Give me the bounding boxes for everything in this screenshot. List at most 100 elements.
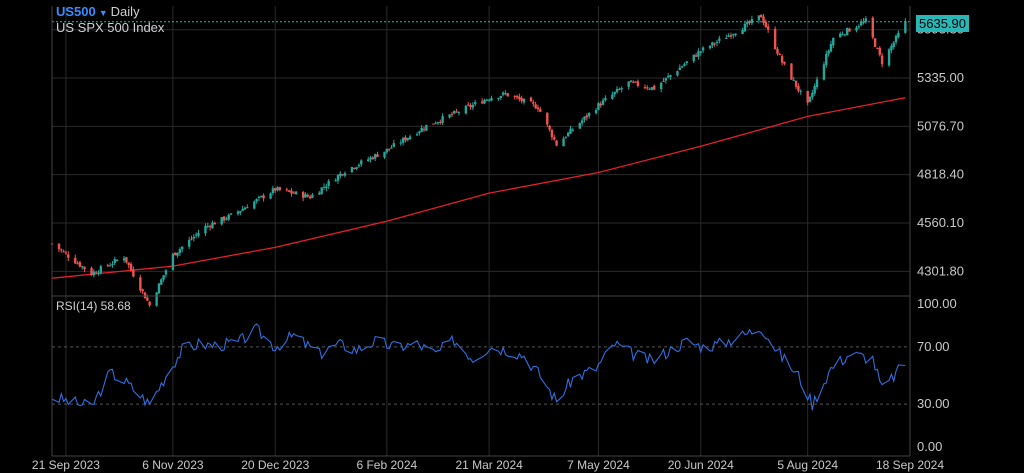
candle-body (108, 265, 112, 267)
candle-body (246, 207, 249, 209)
candle-body (206, 225, 209, 227)
candle-body (662, 80, 665, 82)
candle-body (432, 123, 435, 125)
candle-body (613, 91, 616, 95)
candle-body (643, 87, 647, 89)
symbol-header[interactable]: US500 ▼ Daily (56, 4, 140, 19)
candle-body (339, 173, 342, 177)
candle-body (318, 192, 321, 195)
candle-body (648, 88, 651, 90)
candle-body (157, 283, 161, 294)
candle-body (353, 167, 356, 169)
y-tick-label: 4301.80 (917, 263, 964, 278)
candle-body (692, 54, 695, 62)
candle-body (392, 143, 396, 147)
candle-body (276, 187, 279, 191)
candle-body (343, 173, 347, 176)
candle-body (553, 137, 556, 140)
candle-body (404, 137, 407, 141)
candle-body (439, 121, 442, 123)
candle-body (506, 93, 509, 97)
candle-body (873, 38, 877, 47)
candle-body (290, 190, 293, 194)
candle-body (697, 51, 700, 57)
candle-body (253, 201, 256, 209)
candle-body (222, 216, 226, 221)
candle-body (815, 79, 819, 88)
candle-body (480, 101, 484, 104)
candle-body (336, 175, 340, 181)
candle-body (122, 258, 126, 261)
candle-body (843, 34, 847, 36)
candle-body (262, 195, 265, 199)
symbol-dropdown-icon[interactable]: ▼ (98, 8, 108, 18)
candle-body (729, 35, 733, 37)
candle-body (734, 33, 737, 36)
candle-body (311, 194, 314, 198)
x-tick-label: 20 Jun 2024 (668, 458, 734, 472)
candle-body (822, 64, 826, 80)
candle-body (141, 289, 144, 292)
candle-body (846, 27, 849, 36)
candle-body (871, 17, 874, 38)
x-tick-label: 21 Sep 2023 (32, 458, 100, 472)
candle-body (894, 35, 898, 43)
candle-body (464, 105, 468, 114)
candle-body (92, 271, 96, 276)
candle-body (750, 19, 754, 24)
candle-body (827, 50, 830, 54)
candle-body (129, 264, 133, 271)
candle-body (762, 16, 765, 23)
candle-body (471, 104, 475, 108)
candle-body (678, 67, 682, 71)
candle-body (241, 208, 244, 211)
candle-body (239, 210, 242, 213)
candle-body (127, 262, 130, 266)
candle-body (536, 107, 540, 110)
candle-body (611, 94, 614, 99)
candle-body (255, 199, 258, 202)
candle-body (522, 98, 526, 103)
candle-body (580, 120, 584, 124)
candle-body (839, 33, 842, 38)
timeframe-label[interactable]: Daily (110, 4, 140, 19)
candle-body (601, 100, 605, 105)
candle-body (327, 180, 330, 186)
candle-body (887, 49, 891, 66)
x-tick-label: 21 Mar 2024 (455, 458, 523, 472)
candle-body (287, 190, 291, 192)
candle-body (132, 269, 135, 277)
last-price-badge: 5635.90 (916, 15, 969, 32)
candle-body (783, 61, 786, 64)
symbol-ticker[interactable]: US500 (56, 4, 96, 19)
candle-body (194, 234, 198, 236)
candle-body (371, 157, 375, 160)
candle-body (420, 127, 423, 132)
candle-body (594, 110, 598, 114)
candle-body (178, 249, 182, 253)
x-tick-label: 6 Feb 2024 (356, 458, 417, 472)
candle-body (164, 270, 168, 275)
candle-body (583, 116, 586, 120)
candle-body (604, 97, 607, 101)
candle-body (160, 279, 163, 285)
rsi-title: RSI(14) 58.68 (56, 299, 131, 313)
candle-body (227, 214, 230, 220)
candle-body (469, 104, 472, 108)
candle-body (62, 251, 65, 253)
candle-body (320, 187, 323, 194)
candle-body (81, 266, 84, 268)
candle-body (669, 75, 672, 77)
candle-body (566, 132, 570, 137)
candle-body (876, 47, 879, 49)
candle-body (83, 266, 86, 270)
candle-body (501, 92, 505, 95)
candle-body (555, 140, 558, 146)
rsi-line (51, 323, 906, 411)
candle-body (448, 114, 451, 118)
candle-body (497, 97, 500, 99)
candle-body (257, 196, 261, 198)
candle-body (806, 90, 809, 103)
y-tick-label: 4560.10 (917, 215, 964, 230)
